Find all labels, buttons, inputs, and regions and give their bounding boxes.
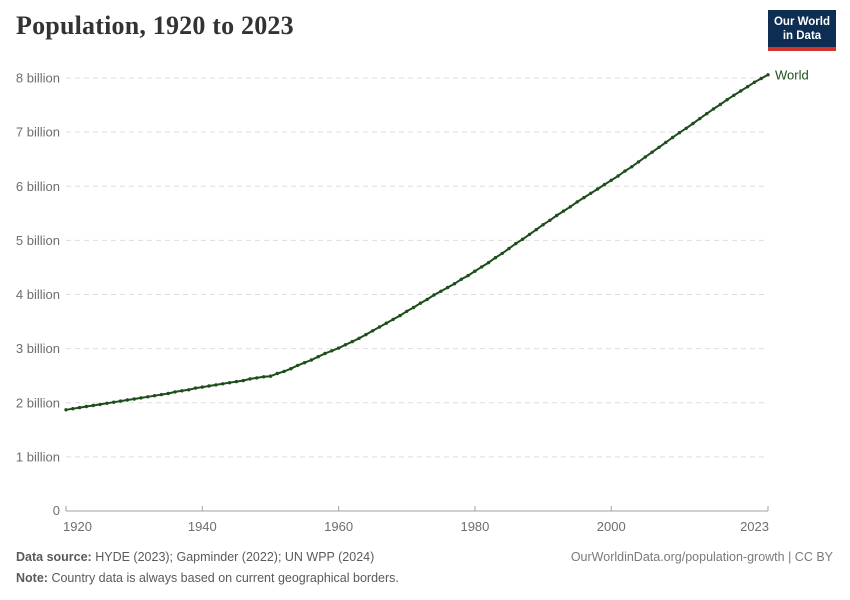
x-axis xyxy=(65,506,769,512)
y-tick-label: 7 billion xyxy=(16,125,60,140)
y-axis-labels: 0 1 billion 2 billion 3 billion 4 billion 5 b… xyxy=(16,71,60,519)
owid-logo-line2: in Data xyxy=(782,30,822,42)
y-tick-label: 2 billion xyxy=(16,395,60,410)
x-tick-label: 1920 xyxy=(63,519,92,534)
owid-logo[interactable]: Our World in Data xyxy=(768,10,836,51)
y-tick-label: 5 billion xyxy=(16,233,60,248)
x-tick-labels: 1920 1940 1960 1980 2000 2023 xyxy=(63,519,769,534)
y-tick-label: 1 billion xyxy=(16,449,60,464)
world-series-markers xyxy=(64,73,770,412)
attribution-link[interactable]: OurWorldinData.org/population-growth | C… xyxy=(570,550,833,564)
note-label: Note: xyxy=(16,571,48,585)
x-tick-label: 1980 xyxy=(460,519,489,534)
world-series-line[interactable] xyxy=(65,73,769,411)
population-line-chart: 0 1 billion 2 billion 3 billion 4 billion 5 b… xyxy=(16,67,809,534)
footer-left: Data source: HYDE (2023); Gapminder (202… xyxy=(16,547,399,589)
note-value: Country data is always based on current … xyxy=(51,571,399,585)
y-tick-label: 0 xyxy=(53,503,60,518)
world-series-label: World xyxy=(775,67,809,82)
data-source-line: Data source: HYDE (2023); Gapminder (202… xyxy=(16,547,399,568)
chart-footer: Data source: HYDE (2023); Gapminder (202… xyxy=(16,547,833,589)
data-source-value: HYDE (2023); Gapminder (2022); UN WPP (2… xyxy=(95,550,375,564)
y-gridlines xyxy=(66,77,768,458)
x-tick-label: 1940 xyxy=(188,519,217,534)
y-tick-label: 3 billion xyxy=(16,341,60,356)
data-source-label: Data source: xyxy=(16,550,92,564)
y-tick-label: 4 billion xyxy=(16,287,60,302)
x-tick-label: 1960 xyxy=(324,519,353,534)
page-title: Population, 1920 to 2023 xyxy=(16,11,294,40)
y-tick-label: 8 billion xyxy=(16,71,60,86)
owid-logo-line1: Our World xyxy=(773,16,830,28)
x-tick-label: 2000 xyxy=(597,519,626,534)
note-line: Note: Country data is always based on cu… xyxy=(16,568,399,589)
y-tick-label: 6 billion xyxy=(16,179,60,194)
x-tick-label: 2023 xyxy=(740,519,769,534)
